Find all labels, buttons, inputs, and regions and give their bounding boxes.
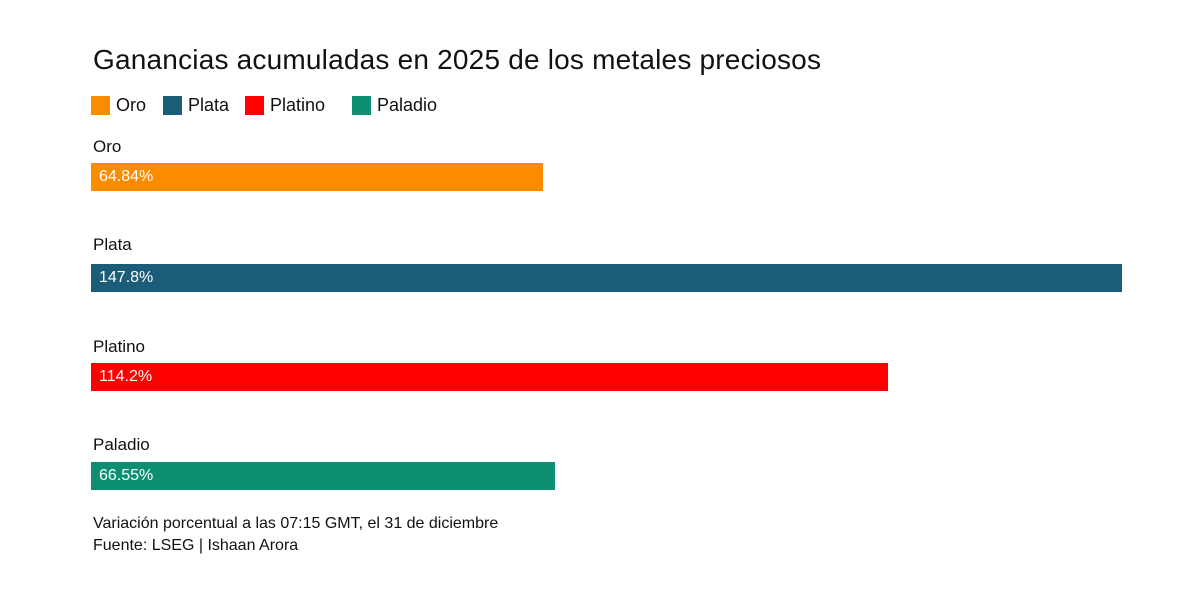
bar-value-label-platino: 114.2%: [99, 368, 153, 385]
footnote-note: Variación porcentual a las 07:15 GMT, el…: [93, 515, 499, 532]
bar-value-label-paladio: 66.55%: [99, 467, 154, 484]
bar-oro: 64.84%: [91, 163, 543, 191]
legend-label-paladio: Paladio: [377, 95, 438, 115]
legend-swatch-plata: [163, 96, 182, 115]
legend-label-plata: Plata: [188, 95, 230, 115]
bar-value-label-oro: 64.84%: [99, 168, 154, 185]
legend-swatch-paladio: [352, 96, 371, 115]
bar-value-label-plata: 147.8%: [99, 269, 154, 286]
legend-label-platino: Platino: [270, 95, 326, 115]
bar-plata: 147.8%: [91, 264, 1122, 292]
bar-paladio: 66.55%: [91, 462, 555, 490]
category-label-oro: Oro: [93, 137, 122, 156]
bar-platino: 114.2%: [91, 363, 888, 391]
footnote-source: Fuente: LSEG | Ishaan Arora: [93, 537, 299, 554]
legend-label-oro: Oro: [116, 95, 147, 115]
category-label-plata: Plata: [93, 235, 132, 254]
category-label-paladio: Paladio: [93, 435, 150, 454]
legend-swatch-oro: [91, 96, 110, 115]
category-label-platino: Platino: [93, 337, 145, 356]
chart-title: Ganancias acumuladas en 2025 de los meta…: [93, 44, 822, 75]
legend-swatch-platino: [245, 96, 264, 115]
